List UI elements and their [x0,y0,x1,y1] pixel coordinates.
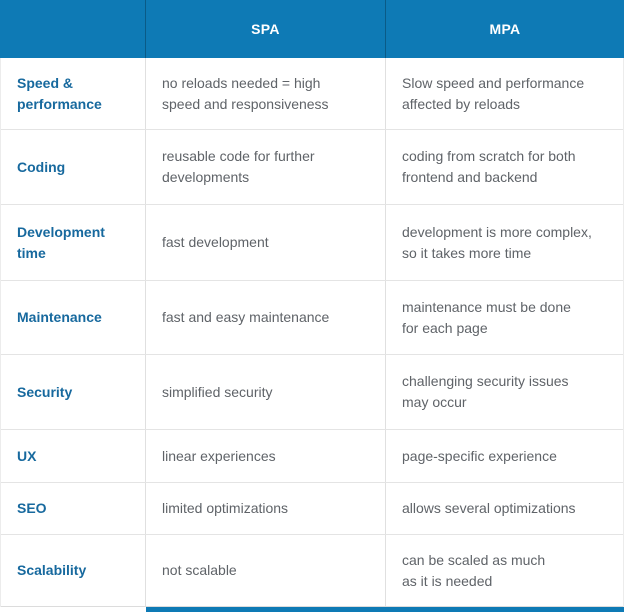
mpa-cell: coding from scratch for both frontend an… [385,130,623,204]
spa-cell: fast development [145,205,385,280]
mpa-column-header: MPA [385,0,624,58]
mpa-cell: maintenance must be done for each page [385,281,623,354]
cutoff-next-section-strip [0,607,624,612]
spa-cell: linear experiences [145,430,385,482]
table-row: Development time fast development develo… [1,205,623,281]
table-row: Coding reusable code for further develop… [1,130,623,205]
mpa-cell: page-specific experience [385,430,623,482]
spa-cell: not scalable [145,535,385,606]
table-row: UX linear experiences page-specific expe… [1,430,623,483]
row-label: SEO [17,500,47,516]
table-row: Maintenance fast and easy maintenance ma… [1,281,623,355]
mpa-cell: allows several optimizations [385,483,623,534]
spa-column-header: SPA [145,0,385,58]
spa-cell: fast and easy maintenance [145,281,385,354]
table-header-row: SPA MPA [0,0,624,58]
spa-cell: reusable code for further developments [145,130,385,204]
table-row: Scalability not scalable can be scaled a… [1,535,623,607]
corner-cell [0,0,145,58]
row-label: Speed & performance [17,74,102,112]
spa-cell: simplified security [145,355,385,429]
row-label: UX [17,447,37,464]
mpa-cell: challenging security issues may occur [385,355,623,429]
bottom-strip-blank [0,607,146,612]
row-label: Coding [17,158,66,175]
bottom-strip-blue-bar [146,607,624,612]
spa-cell: limited optimizations [145,483,385,534]
mpa-cell: development is more complex, so it takes… [385,205,623,280]
mpa-cell: Slow speed and performance affected by r… [385,58,623,129]
row-label: Security [17,383,73,400]
table-row: SEO limited optimizations allows several… [1,483,623,535]
row-label: Scalability [17,562,87,578]
mpa-cell: can be scaled as much as it is needed [385,535,623,606]
spa-cell: no reloads needed = high speed and respo… [145,58,385,129]
table-row: Security simplified security challenging… [1,355,623,430]
row-label: Development time [17,223,105,261]
row-label: Maintenance [17,309,102,325]
table-body: Speed & performance no reloads needed = … [0,58,624,607]
table-row: Speed & performance no reloads needed = … [1,58,623,130]
